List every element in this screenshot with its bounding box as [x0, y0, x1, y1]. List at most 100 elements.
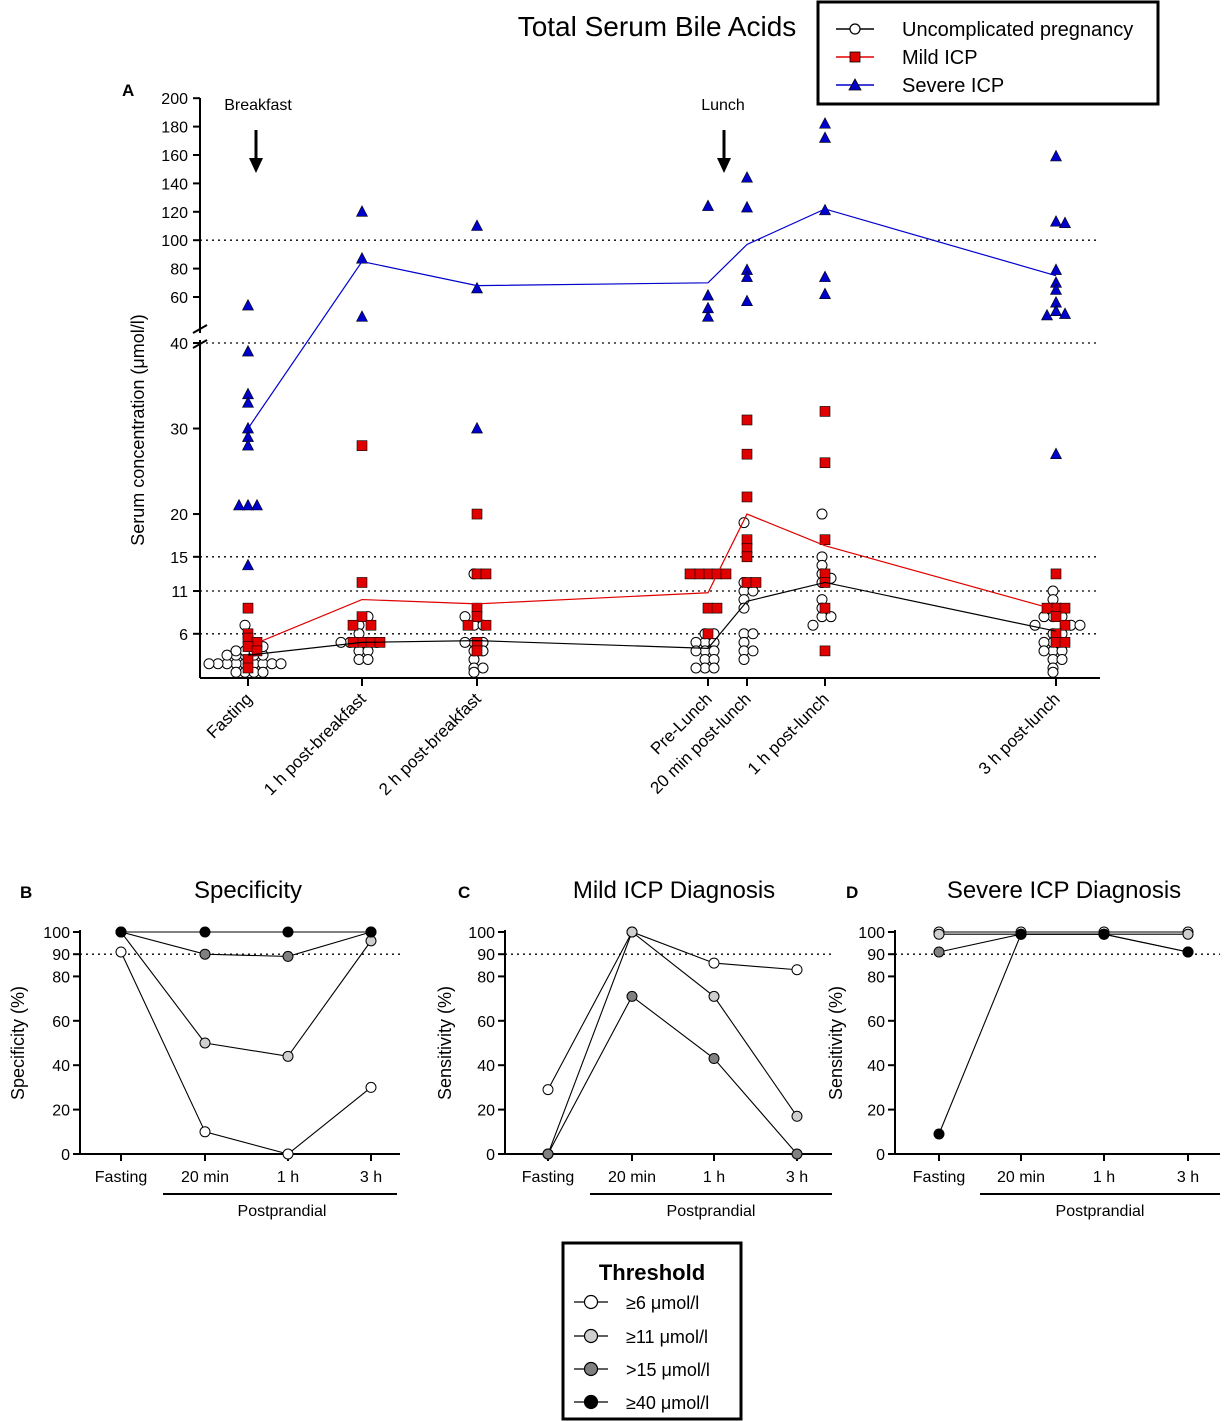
- panel-d-plot: 0 20 40 60 80 90 100 Fasting 20 min 1 h 3 h: [858, 925, 1220, 1195]
- panel-c-letter: C: [458, 883, 470, 902]
- y-tick-label: 90: [477, 947, 495, 964]
- threshold-label-6: ≥6 μmol/l: [626, 1293, 699, 1313]
- mild-icp-point: [1050, 568, 1062, 580]
- y-tick-label: 0: [486, 1147, 495, 1164]
- y-tick-label: 100: [161, 233, 188, 250]
- y-tick-label: 0: [61, 1147, 70, 1164]
- uncomplicated-point: [459, 636, 471, 648]
- mild-icp-point: [462, 619, 474, 631]
- mild-icp-point: [242, 602, 254, 614]
- uncomplicated-point: [1047, 666, 1059, 678]
- mild-icp-point: [741, 577, 753, 588]
- severe-icp-point: [471, 421, 483, 434]
- y-tick-label: 60: [52, 1014, 70, 1031]
- y-tick-label: 20: [477, 1103, 495, 1120]
- uncomplicated-point: [203, 658, 215, 670]
- y-tick-label: 20: [867, 1103, 885, 1120]
- panel-b-letter: B: [20, 883, 32, 902]
- series-point: [282, 926, 294, 938]
- severe-icp-point: [1050, 215, 1062, 227]
- series-point: [199, 1126, 211, 1138]
- threshold-11-icon: [583, 1328, 599, 1344]
- x-tick-label: Fasting: [913, 1169, 965, 1186]
- severe-icp-point: [819, 131, 831, 143]
- uncomplicated-point: [747, 628, 759, 640]
- severe-icp-point: [242, 396, 254, 408]
- severe-icp-point: [1059, 216, 1071, 228]
- severe-icp-point: [1059, 307, 1071, 319]
- y-tick-label: 40: [477, 1058, 495, 1075]
- y-tick-label: 90: [52, 947, 70, 964]
- series-point: [626, 990, 638, 1002]
- y-tick-label: 60: [867, 1014, 885, 1031]
- uncomplicated-point: [825, 611, 837, 623]
- series-point: [791, 1110, 803, 1122]
- legend-label-mild: Mild ICP: [902, 47, 978, 69]
- breakfast-arrow-icon: [249, 130, 263, 173]
- series-point: [708, 957, 720, 969]
- series-point: [933, 1128, 945, 1140]
- series-line: [120, 931, 372, 1057]
- severe-icp-point: [819, 117, 831, 129]
- x-tick-label: 3 h: [360, 1169, 382, 1186]
- severe-icp-point: [1050, 447, 1062, 459]
- panel-b-title: Specificity: [194, 877, 302, 904]
- series-point: [542, 1084, 554, 1096]
- series-point: [933, 928, 945, 940]
- panel-b-group-label: Postprandial: [238, 1203, 327, 1220]
- series-point: [791, 1148, 803, 1160]
- x-tick-label: Fasting: [522, 1169, 574, 1186]
- mild-icp-point: [702, 568, 714, 580]
- series-point: [708, 1053, 720, 1065]
- severe-icp-point: [471, 281, 483, 294]
- mild-icp-point: [356, 440, 368, 451]
- threshold-label-40: ≥40 μmol/l: [626, 1393, 709, 1413]
- severe-icp-point: [356, 252, 368, 264]
- x-tick-label: 20 min: [181, 1169, 229, 1186]
- uncomplicated-point: [335, 636, 347, 648]
- series-line: [938, 933, 1189, 953]
- series-point: [1182, 928, 1194, 940]
- legend-label-severe: Severe ICP: [902, 75, 1004, 97]
- x-tick-label: 1 h post-lunch: [744, 689, 833, 778]
- panel-a-letter: A: [122, 81, 134, 100]
- y-tick-label: 100: [858, 925, 885, 942]
- mild-icp-point: [741, 491, 753, 503]
- mild-icp-point: [365, 619, 377, 631]
- mild-icp-point: [819, 406, 831, 417]
- panel-a-title: Total Serum Bile Acids: [518, 11, 797, 42]
- mild-icp-point: [471, 508, 483, 520]
- y-tick-label: 100: [43, 925, 70, 942]
- panel-c-title: Mild ICP Diagnosis: [573, 877, 775, 904]
- breakfast-annotation: Breakfast: [224, 97, 292, 114]
- y-tick-label: 40: [867, 1058, 885, 1075]
- mild-icp-point: [347, 637, 359, 648]
- mild-icp-point: [480, 619, 492, 631]
- series-line: [120, 931, 372, 957]
- severe-icp-point: [702, 310, 714, 322]
- panel-c-y-axis-label: Sensitivity (%): [435, 986, 455, 1100]
- series-point: [933, 946, 945, 958]
- series-point: [1098, 928, 1110, 940]
- mild-icp-point: [471, 568, 483, 580]
- severe-icp-point: [242, 344, 254, 357]
- x-tick-label: 3 h: [786, 1169, 808, 1186]
- severe-icp-point: [242, 558, 254, 571]
- series-point: [282, 1050, 294, 1062]
- uncomplicated-point: [468, 666, 480, 678]
- mild-icp-point: [693, 568, 705, 580]
- y-tick-label: 40: [170, 336, 188, 353]
- y-tick-label: 140: [161, 176, 188, 193]
- legend-circle-icon: [849, 23, 861, 35]
- mild-icp-point: [819, 602, 831, 614]
- mild-icp-point: [711, 602, 723, 614]
- severe-icp-point: [1050, 304, 1062, 317]
- panel-a-legend: Uncomplicated pregnancy Mild ICP Severe …: [816, 0, 1160, 106]
- y-tick-label: 200: [161, 91, 188, 108]
- y-tick-label: 90: [867, 947, 885, 964]
- y-tick-label: 120: [161, 205, 188, 222]
- mild-icp-mean-line: [247, 513, 1057, 648]
- series-line: [120, 951, 372, 1155]
- series-line: [938, 933, 1189, 1135]
